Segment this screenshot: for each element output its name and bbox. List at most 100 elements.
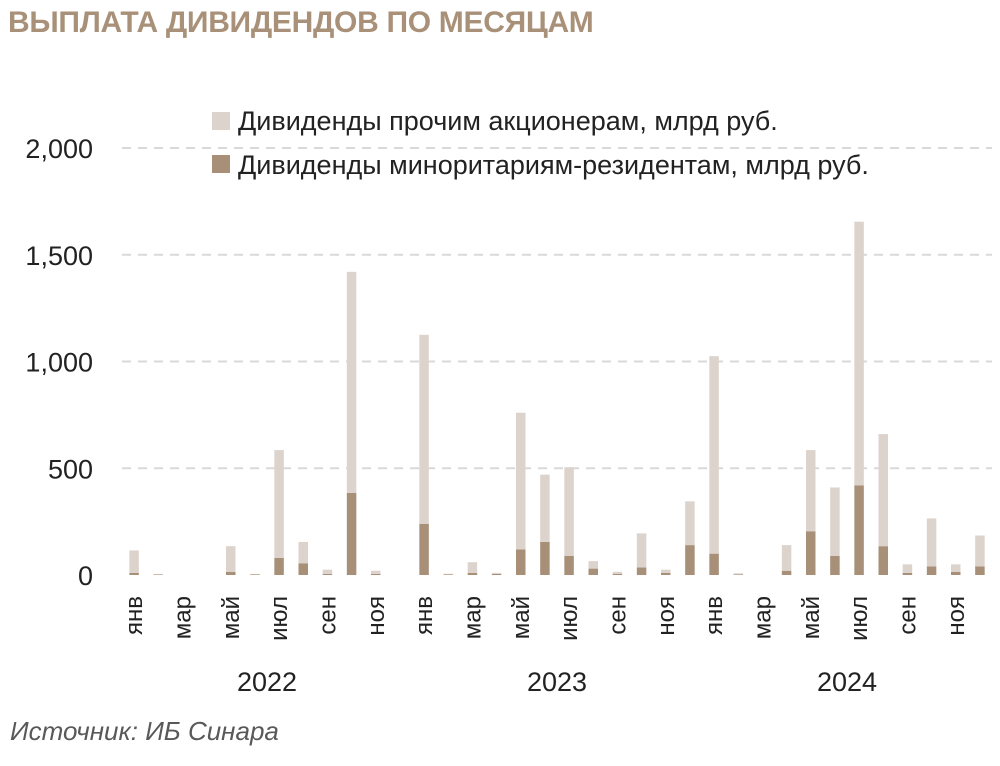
year-label: 2022 xyxy=(237,667,297,697)
x-tick-label: сен xyxy=(894,596,921,635)
bar-minority-residents xyxy=(709,553,719,575)
bar-other-shareholders xyxy=(854,221,864,486)
bar-other-shareholders xyxy=(564,467,574,556)
bar-minority-residents xyxy=(733,574,743,575)
x-tick-label: июл xyxy=(266,596,293,641)
bar-other-shareholders xyxy=(661,569,671,573)
bar-minority-residents xyxy=(878,546,888,575)
x-tick-label: мар xyxy=(459,596,486,639)
bar-other-shareholders xyxy=(153,573,163,575)
bar-other-shareholders xyxy=(540,474,550,542)
x-tick-label: янв xyxy=(701,596,728,635)
bar-minority-residents xyxy=(516,549,526,575)
bar-minority-residents xyxy=(371,573,381,575)
bar-other-shareholders xyxy=(371,570,381,574)
y-axis-ticks: 0 500 1,000 1,500 2,000 xyxy=(25,134,93,591)
bar-minority-residents xyxy=(926,566,937,575)
bar-other-shareholders xyxy=(419,334,429,524)
bar-minority-residents xyxy=(830,555,840,575)
bar-other-shareholders xyxy=(636,533,647,568)
y-tick-label: 2,000 xyxy=(25,134,93,164)
legend-swatch-other-shareholders xyxy=(212,112,230,130)
bar-minority-residents xyxy=(781,570,792,575)
bar-minority-residents xyxy=(951,571,961,575)
bar-other-shareholders xyxy=(781,545,792,571)
bar-other-shareholders xyxy=(878,434,888,547)
bar-other-shareholders xyxy=(274,450,284,558)
legend-label-minority-residents: Дивиденды миноритариям-резидентам, млрд … xyxy=(238,150,869,180)
bar-other-shareholders xyxy=(709,356,719,554)
source-note: Источник: ИБ Синара xyxy=(10,716,279,746)
bar-minority-residents xyxy=(419,523,429,575)
x-tick-label: мар xyxy=(169,596,196,639)
y-tick-label: 0 xyxy=(78,561,93,591)
bar-minority-residents xyxy=(806,531,816,575)
x-axis-ticks: янв мар май июл сен ноя янв мар май июл сен ноя янв м… xyxy=(121,596,970,641)
bar-minority-residents xyxy=(467,572,478,575)
x-tick-label: ноя xyxy=(653,596,680,636)
bar-minority-residents xyxy=(902,572,913,575)
bar-minority-residents xyxy=(129,572,139,575)
bar-other-shareholders xyxy=(975,535,985,567)
bar-minority-residents xyxy=(612,573,623,575)
bar-other-shareholders xyxy=(516,412,526,550)
x-tick-label: июл xyxy=(556,596,583,641)
bar-minority-residents xyxy=(226,571,236,575)
chart-title: ВЫПЛАТА ДИВИДЕНДОВ ПО МЕСЯЦАМ xyxy=(8,6,594,39)
bar-minority-residents xyxy=(636,567,647,575)
x-tick-label: май xyxy=(508,596,535,639)
bar-other-shareholders xyxy=(129,550,139,573)
x-tick-label: мар xyxy=(749,596,776,639)
bar-other-shareholders xyxy=(298,541,308,564)
bar-minority-residents xyxy=(661,572,671,575)
bar-other-shareholders xyxy=(902,564,913,573)
bar-minority-residents xyxy=(346,492,357,575)
bar-other-shareholders xyxy=(733,573,743,575)
bar-other-shareholders xyxy=(467,562,478,573)
bar-other-shareholders xyxy=(612,571,623,574)
bar-other-shareholders xyxy=(806,450,816,532)
bar-minority-residents xyxy=(250,574,260,575)
bar-other-shareholders xyxy=(830,487,840,556)
bar-minority-residents xyxy=(854,485,864,575)
bar-minority-residents xyxy=(975,566,985,575)
x-tick-label: сен xyxy=(604,596,631,635)
bar-other-shareholders xyxy=(926,518,937,567)
x-tick-label: ноя xyxy=(363,596,390,636)
grid-lines xyxy=(122,147,992,470)
bar-other-shareholders xyxy=(588,561,598,569)
bar-other-shareholders xyxy=(685,501,695,546)
y-tick-label: 500 xyxy=(48,454,93,484)
x-tick-label: сен xyxy=(314,596,341,635)
bar-minority-residents xyxy=(564,555,574,575)
x-tick-label: янв xyxy=(121,596,148,635)
bar-other-shareholders xyxy=(346,271,357,493)
bar-other-shareholders xyxy=(951,564,961,572)
bar-other-shareholders xyxy=(443,573,453,575)
legend-label-other-shareholders: Дивиденды прочим акционерам, млрд руб. xyxy=(238,106,778,136)
bar-other-shareholders xyxy=(322,569,333,574)
x-tick-label: май xyxy=(798,596,825,639)
bar-minority-residents xyxy=(540,541,550,575)
year-label: 2024 xyxy=(817,667,877,697)
y-tick-label: 1,000 xyxy=(25,348,93,378)
y-tick-label: 1,500 xyxy=(25,241,93,271)
x-tick-label: июл xyxy=(846,596,873,641)
legend: Дивиденды прочим акционерам, млрд руб. Д… xyxy=(212,106,869,180)
bar-minority-residents xyxy=(588,568,598,575)
year-label: 2023 xyxy=(527,667,587,697)
bar-minority-residents xyxy=(491,573,502,575)
bar-other-shareholders xyxy=(226,546,236,572)
bars xyxy=(129,221,985,575)
x-tick-label: янв xyxy=(411,596,438,635)
bar-minority-residents xyxy=(274,557,284,575)
bar-other-shareholders xyxy=(491,572,502,574)
x-tick-label: ноя xyxy=(943,596,970,636)
bar-minority-residents xyxy=(322,573,333,575)
bar-minority-residents xyxy=(685,545,695,575)
bar-minority-residents xyxy=(443,574,453,575)
legend-swatch-minority-residents xyxy=(212,155,230,173)
year-labels: 2022 2023 2024 xyxy=(237,667,877,697)
bar-minority-residents xyxy=(298,563,308,575)
